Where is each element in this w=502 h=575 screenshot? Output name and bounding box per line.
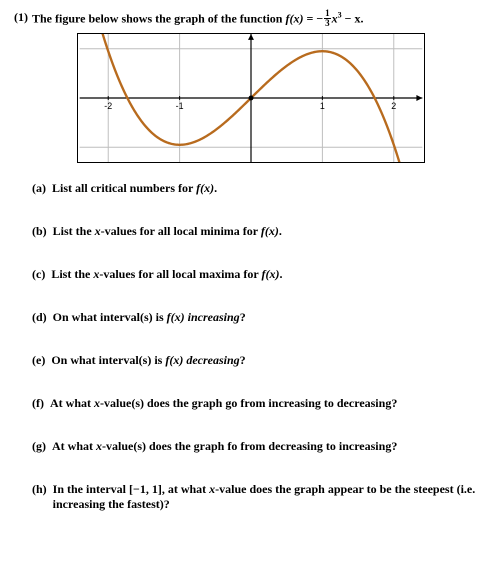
intro-pre: The figure below shows the graph of the … <box>32 11 285 25</box>
question-number: (1) <box>14 10 28 29</box>
part-label: (f) <box>32 396 44 411</box>
part-h: (h) In the interval [−1, 1], at what x-va… <box>32 482 488 512</box>
part-text: On what interval(s) is f(x) increasing? <box>53 310 488 325</box>
fn-lhs: f(x) <box>285 11 303 25</box>
svg-text:2: 2 <box>391 101 396 111</box>
part-text: At what x-value(s) does the graph fo fro… <box>52 439 488 454</box>
part-label: (a) <box>32 181 46 196</box>
part-a: (a) List all critical numbers for f(x). <box>32 181 488 196</box>
frac-den: 3 <box>324 19 331 28</box>
part-label: (g) <box>32 439 46 454</box>
part-d: (d) On what interval(s) is f(x) increasin… <box>32 310 488 325</box>
part-b: (b) List the x-values for all local minim… <box>32 224 488 239</box>
part-text: On what interval(s) is f(x) decreasing? <box>51 353 488 368</box>
question-header: (1) The figure below shows the graph of … <box>14 10 488 29</box>
part-text: List the x-values for all local maxima f… <box>51 267 488 282</box>
part-label: (b) <box>32 224 47 239</box>
eq: = <box>303 11 316 25</box>
part-label: (d) <box>32 310 47 325</box>
svg-text:-2: -2 <box>104 101 112 111</box>
svg-text:1: 1 <box>320 101 325 111</box>
part-text: List the x-values for all local minima f… <box>53 224 488 239</box>
tail: − x. <box>342 11 364 25</box>
part-label: (h) <box>32 482 47 512</box>
fraction: 13 <box>324 9 331 28</box>
part-text: In the interval [−1, 1], at what x-value… <box>53 482 488 512</box>
part-text: List all critical numbers for f(x). <box>52 181 488 196</box>
part-text: At what x-value(s) does the graph go fro… <box>50 396 488 411</box>
svg-text:-1: -1 <box>176 101 184 111</box>
part-f: (f) At what x-value(s) does the graph go … <box>32 396 488 411</box>
part-c: (c) List the x-values for all local maxim… <box>32 267 488 282</box>
question-intro: The figure below shows the graph of the … <box>32 10 488 29</box>
part-e: (e) On what interval(s) is f(x) decreasin… <box>32 353 488 368</box>
neg: − <box>316 11 323 25</box>
function-graph: -2 -1 1 2 <box>77 33 425 163</box>
part-g: (g) At what x-value(s) does the graph fo … <box>32 439 488 454</box>
part-label: (e) <box>32 353 45 368</box>
part-label: (c) <box>32 267 45 282</box>
graph-container: -2 -1 1 2 <box>14 33 488 163</box>
